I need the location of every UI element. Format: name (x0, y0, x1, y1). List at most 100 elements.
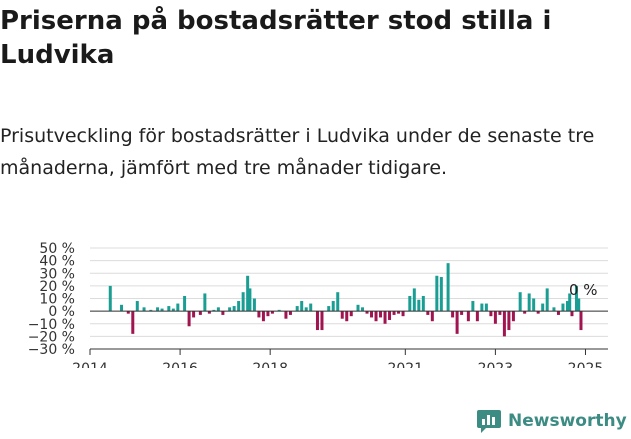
bar (156, 307, 160, 312)
bar (221, 311, 225, 315)
bar (120, 304, 124, 312)
bar (570, 311, 574, 317)
bar (232, 306, 236, 312)
last-value-label: 0 % (569, 281, 598, 299)
bar (187, 311, 191, 327)
bar (270, 311, 274, 314)
bar (507, 311, 511, 331)
bar (446, 263, 450, 312)
bar (412, 288, 416, 312)
bar (237, 301, 241, 312)
bar (480, 303, 484, 312)
x-tick-label: 2023 (478, 361, 514, 368)
newsworthy-logo-icon (477, 410, 501, 433)
y-tick-label: 20 % (39, 279, 75, 295)
bar (392, 311, 396, 315)
x-tick-label: 2021 (387, 361, 423, 368)
bar (212, 309, 216, 312)
bar (568, 293, 572, 312)
bar (349, 311, 353, 317)
chart-subtitle: Prisutveckling för bostadsrätter i Ludvi… (0, 125, 595, 179)
bar (426, 311, 430, 315)
bar (466, 311, 470, 322)
bar (309, 303, 313, 312)
bar (203, 293, 207, 312)
bar (198, 311, 202, 315)
bar (304, 307, 308, 312)
bar (176, 303, 180, 312)
bar (451, 311, 455, 318)
bar (108, 285, 112, 312)
bar (561, 303, 565, 312)
bar (320, 311, 324, 331)
newsworthy-brand: Newsworthy (476, 408, 627, 434)
bar (579, 311, 583, 331)
bar (493, 311, 497, 324)
bar (475, 311, 479, 322)
bar (439, 277, 443, 312)
bar (345, 311, 349, 322)
page-title: Priserna på bostadsrätter stod stilla i … (0, 6, 552, 70)
bar (421, 295, 425, 312)
bar (192, 311, 196, 318)
bar (257, 311, 261, 318)
bar (471, 301, 475, 312)
y-tick-label: 10 % (39, 292, 75, 308)
bar (135, 301, 139, 312)
bar (484, 303, 488, 312)
bar (131, 311, 135, 334)
price-change-chart: 50 %40 %30 %20 %10 %0 %−10 %−20 %−30 %20… (28, 241, 608, 368)
y-tick-label: 30 % (39, 266, 75, 282)
bar (284, 311, 288, 319)
bar (536, 311, 540, 314)
bar (556, 311, 560, 315)
bar (216, 307, 220, 312)
bar (388, 311, 392, 320)
y-tick-label: −20 % (28, 329, 75, 345)
bar (574, 285, 578, 312)
bar (383, 311, 387, 324)
bar (532, 298, 536, 312)
bar (315, 311, 319, 331)
bar (288, 311, 292, 315)
bar (248, 288, 252, 312)
y-tick-label: 50 % (39, 241, 75, 257)
bar (370, 311, 374, 318)
y-tick-label: −10 % (28, 317, 75, 333)
brand-name: Newsworthy (508, 411, 627, 431)
bar (430, 311, 434, 322)
bar (228, 307, 232, 312)
y-tick-label: −30 % (28, 342, 75, 358)
y-tick-label: 0 % (48, 304, 75, 320)
bar (455, 311, 459, 334)
bar (518, 292, 522, 312)
bar (379, 311, 383, 318)
bar (331, 301, 335, 312)
bar (171, 308, 175, 312)
bar (295, 306, 299, 312)
bar (435, 275, 439, 312)
bar (356, 304, 360, 312)
bar (541, 303, 545, 312)
bar (277, 309, 281, 312)
bar (527, 293, 531, 312)
bar (565, 301, 569, 312)
x-tick-label: 2016 (162, 361, 198, 368)
bar (417, 299, 421, 312)
bar (266, 311, 270, 317)
bar (523, 311, 527, 314)
bar (336, 292, 340, 312)
bar (241, 292, 245, 312)
bar (401, 311, 405, 317)
bar (498, 311, 502, 315)
bar (374, 311, 378, 322)
bar (460, 311, 464, 315)
bar (489, 311, 493, 317)
bar (552, 307, 556, 312)
bar (361, 307, 365, 312)
bar (167, 306, 171, 312)
bar (502, 311, 506, 337)
bar (300, 301, 304, 312)
bar (160, 308, 164, 312)
bar (577, 298, 581, 312)
